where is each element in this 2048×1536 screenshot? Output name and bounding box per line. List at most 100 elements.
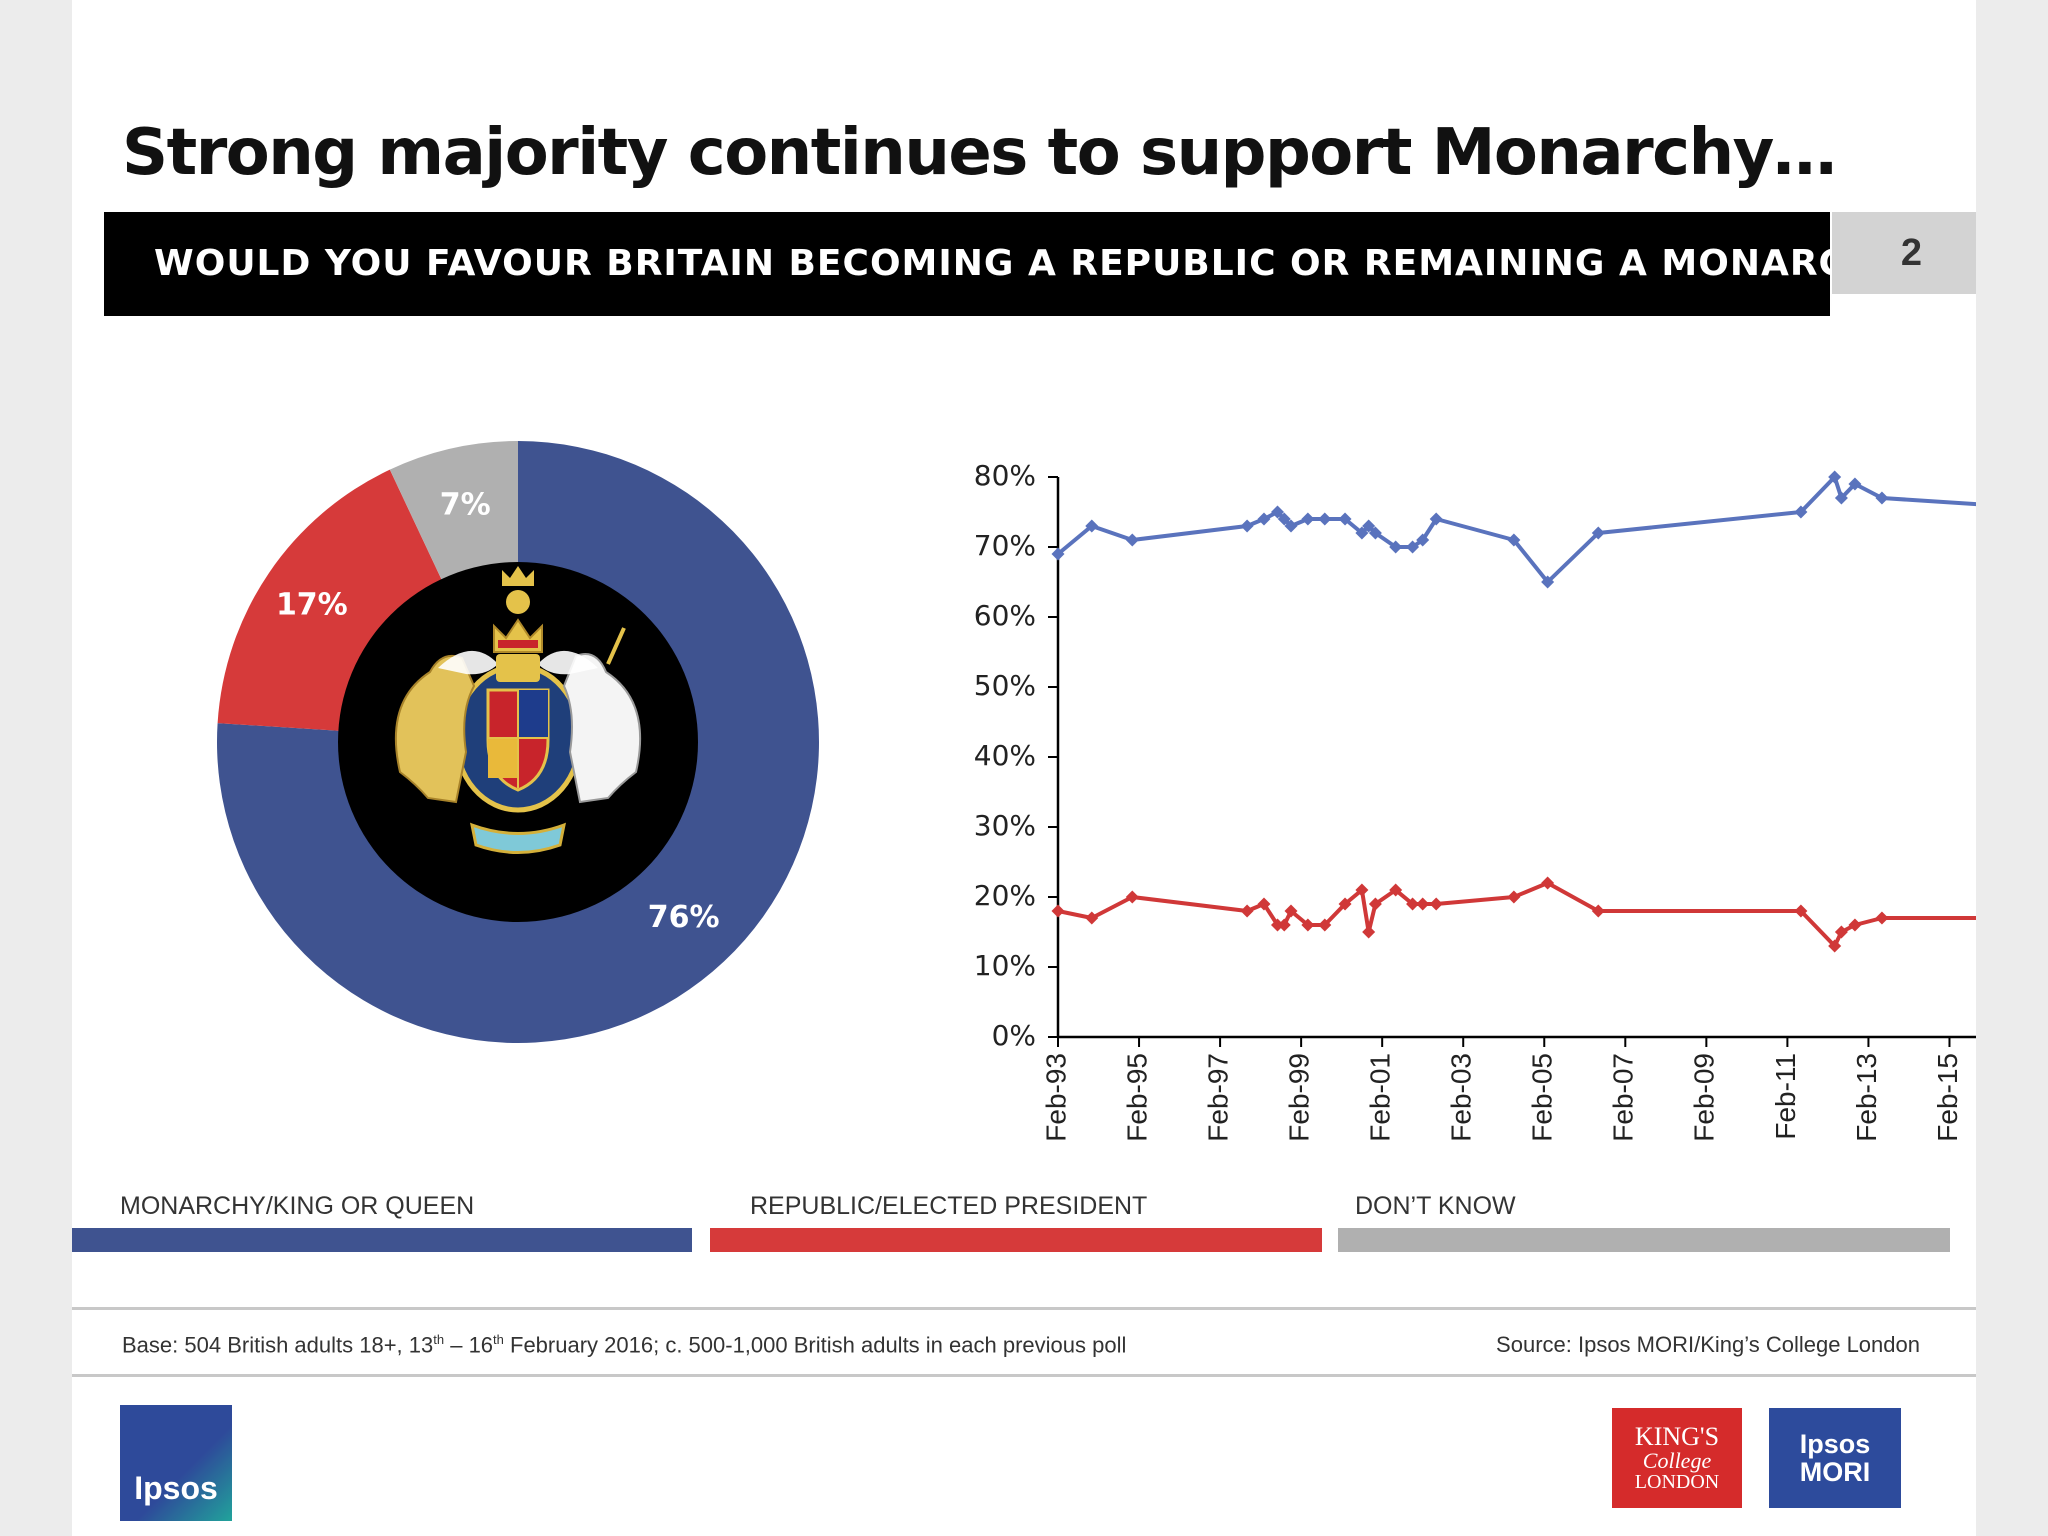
legend-swatch-monarchy: [72, 1228, 692, 1252]
y-tick-label: 50%: [974, 669, 1036, 702]
x-tick-label: Feb-01: [1365, 1053, 1396, 1142]
ipsos-logo-text: Ipsos: [134, 1470, 218, 1506]
donut-chart-svg: 76% 17% 7%: [216, 441, 820, 1043]
monarchy-series-point: [1507, 533, 1521, 547]
republic-series-point: [1240, 904, 1254, 918]
helm: [496, 654, 540, 682]
republic-series-point: [1362, 925, 1376, 939]
legend-swatch-republic: [710, 1228, 1322, 1252]
y-tick-label: 20%: [974, 879, 1036, 912]
unicorn-horn: [606, 627, 626, 665]
ipsos-mori-logo-line: MORI: [1799, 1457, 1871, 1487]
republic-series-point: [1416, 897, 1430, 911]
monarchy-series-point: [1591, 526, 1605, 540]
republic-series-point: [1389, 883, 1403, 897]
republic-series-point: [1277, 918, 1291, 932]
pie-label-monarchy: 76%: [648, 900, 720, 935]
monarchy-series-point: [1240, 519, 1254, 533]
republic-series-point: [1828, 939, 1842, 953]
base-note-part: – 16: [444, 1332, 494, 1358]
monarchy-series-point: [1875, 491, 1889, 505]
monarchy-series-point: [1541, 575, 1555, 589]
x-tick-label: Feb-95: [1121, 1053, 1152, 1142]
monarchy-series-point: [1368, 526, 1382, 540]
republic-series-point: [1125, 890, 1139, 904]
donut-chart: 76% 17% 7%: [216, 440, 820, 1044]
republic-series-point: [1368, 897, 1382, 911]
republic-series-point: [1051, 904, 1065, 918]
monarchy-series-point: [1257, 512, 1271, 526]
republic-series-point: [1406, 897, 1420, 911]
monarchy-series-point: [1828, 470, 1842, 484]
republic-series-point: [1355, 883, 1369, 897]
x-tick-label: Feb-11: [1770, 1053, 1801, 1140]
republic-series-point: [1284, 904, 1298, 918]
monarchy-series-point: [1085, 519, 1099, 533]
base-note: Base: 504 British adults 18+, 13th – 16t…: [122, 1332, 1126, 1358]
x-tick-label: Feb-03: [1446, 1053, 1477, 1142]
republic-series-point: [1591, 904, 1605, 918]
footer-divider-bottom: [72, 1374, 1976, 1377]
monarchy-series-point: [1848, 477, 1862, 491]
crown-band: [498, 640, 538, 648]
republic-series-point: [1507, 890, 1521, 904]
kings-logo-line: KING'S: [1634, 1422, 1720, 1451]
republic-series-point: [1794, 904, 1808, 918]
y-tick-label: 80%: [974, 459, 1036, 492]
republic-series-point: [1257, 897, 1271, 911]
y-tick-label: 60%: [974, 599, 1036, 632]
monarchy-series-point: [1406, 540, 1420, 554]
x-tick-label: Feb-05: [1527, 1053, 1558, 1142]
crest-lion: [506, 590, 530, 614]
monarchy-series-point: [1125, 533, 1139, 547]
ipsos-mori-logo-line: Ipsos: [1799, 1428, 1871, 1459]
y-tick-label: 0%: [992, 1019, 1036, 1052]
motto-scroll: [470, 822, 566, 854]
republic-series-point: [1429, 897, 1443, 911]
republic-series-point: [1085, 911, 1099, 925]
trend-line-chart-svg: 0% 10% 20% 30% 40% 50% 60% 70% 80% Feb-93 Feb-95 Fe…: [974, 459, 1976, 1142]
republic-series-line: [1057, 881, 1976, 948]
y-tick-label: 70%: [974, 529, 1036, 562]
x-tick-label: Feb-99: [1284, 1053, 1315, 1142]
page-number: 2: [1832, 212, 1976, 294]
kings-college-london-logo: KING'S College LONDON: [1612, 1408, 1742, 1508]
base-note-part: Base: 504 British adults 18+, 13: [122, 1332, 434, 1358]
y-tick-label: 10%: [974, 949, 1036, 982]
x-tick-label: Feb-13: [1851, 1053, 1882, 1142]
monarchy-series-point: [1834, 491, 1848, 505]
monarchy-series-point: [1284, 519, 1298, 533]
slide-title: Strong majority continues to support Mon…: [122, 116, 1837, 190]
base-note-part: February 2016; c. 500-1,000 British adul…: [503, 1332, 1127, 1358]
legend-label-monarchy: MONARCHY/KING OR QUEEN: [120, 1192, 475, 1220]
monarchy-series-point: [1362, 519, 1376, 533]
pie-label-republic: 17%: [276, 587, 348, 622]
legend-label-dont-know: DON’T KNOW: [1355, 1192, 1516, 1220]
republic-series-point: [1301, 918, 1315, 932]
trend-line-chart: 0% 10% 20% 30% 40% 50% 60% 70% 80% Feb-93 Feb-95 Fe…: [872, 440, 1976, 1180]
shield-quarter: [518, 690, 548, 738]
republic-series-point: [1875, 911, 1889, 925]
kings-logo-line: LONDON: [1634, 1471, 1720, 1493]
monarchy-series-line: [1056, 475, 1976, 584]
republic-series-point: [1270, 918, 1284, 932]
source-note: Source: Ipsos MORI/King’s College London: [1496, 1332, 1920, 1357]
mantling: [438, 650, 498, 675]
x-tick-label: Feb-93: [1040, 1053, 1071, 1142]
monarchy-series-point: [1270, 505, 1284, 519]
republic-series-point: [1338, 897, 1352, 911]
monarchy-series-point: [1794, 505, 1808, 519]
monarchy-series-point: [1277, 512, 1291, 526]
republic-series-point: [1541, 876, 1555, 890]
x-tick-label: Feb-07: [1608, 1053, 1639, 1142]
y-tick-label: 30%: [974, 809, 1036, 842]
slide: Strong majority continues to support Mon…: [72, 0, 1976, 1536]
monarchy-series-point: [1355, 526, 1369, 540]
pie-label-dont-know: 7%: [440, 487, 491, 522]
republic-series-point: [1318, 918, 1332, 932]
monarchy-series-point: [1301, 512, 1315, 526]
monarchy-series-point: [1389, 540, 1403, 554]
base-note-sup: th: [493, 1332, 504, 1347]
monarchy-series-point: [1429, 512, 1443, 526]
legend-swatch-dont-know: [1338, 1228, 1950, 1252]
